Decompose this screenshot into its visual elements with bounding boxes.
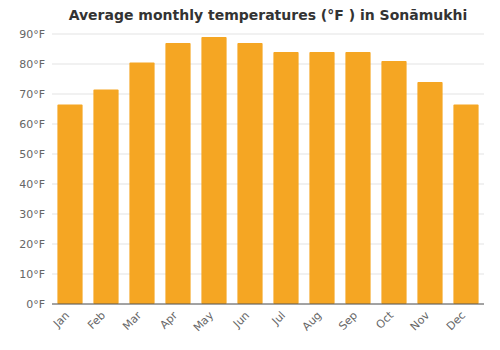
chart-svg: Average monthly temperatures (°F ) in So… (0, 0, 500, 350)
bar (417, 82, 442, 304)
bar (453, 105, 478, 305)
y-tick-label: 20°F (19, 238, 45, 251)
bar (57, 105, 82, 305)
y-tick-label: 40°F (19, 178, 45, 191)
y-tick-label: 0°F (26, 298, 45, 311)
x-tick-label: Jul (269, 309, 288, 328)
x-tick-label: Jun (230, 309, 252, 331)
y-tick-label: 30°F (19, 208, 45, 221)
x-tick-label: Sep (336, 309, 360, 333)
y-grid (52, 34, 484, 304)
x-tick-label: Mar (120, 309, 144, 333)
x-axis-line (52, 304, 484, 305)
bar (345, 52, 370, 304)
grid-line (52, 64, 484, 65)
bar (129, 63, 154, 305)
chart-title: Average monthly temperatures (°F ) in So… (69, 7, 468, 23)
x-tick-label: Apr (157, 309, 180, 332)
bar (237, 43, 262, 304)
grid-line (52, 304, 484, 305)
bars (57, 37, 478, 304)
x-tick-label: Nov (408, 309, 433, 334)
grid-line (52, 34, 484, 35)
x-tick-label: Feb (85, 309, 108, 332)
bar (273, 52, 298, 304)
bar (381, 61, 406, 304)
chart-container: Average monthly temperatures (°F ) in So… (0, 0, 500, 350)
x-tick-label: Aug (300, 309, 324, 333)
y-tick-label: 50°F (19, 148, 45, 161)
y-tick-labels: 0°F 10°F 20°F 30°F 40°F 50°F 60°F 70°F 80°F 90°F (19, 28, 45, 311)
bar (165, 43, 190, 304)
y-tick-label: 70°F (19, 88, 45, 101)
x-tick-labels: Jan Feb Mar Apr May Jun Jul Aug Sep Oct Nov Dec (50, 308, 468, 334)
bar (201, 37, 226, 304)
y-tick-label: 60°F (19, 118, 45, 131)
y-tick-label: 10°F (19, 268, 45, 281)
y-tick-label: 90°F (19, 28, 45, 41)
bar (309, 52, 334, 304)
bar (93, 90, 118, 305)
x-tick-label: Jan (50, 309, 72, 331)
x-tick-label: Dec (444, 309, 468, 333)
x-tick-label: May (191, 309, 217, 335)
y-tick-label: 80°F (19, 58, 45, 71)
x-tick-label: Oct (373, 308, 396, 331)
